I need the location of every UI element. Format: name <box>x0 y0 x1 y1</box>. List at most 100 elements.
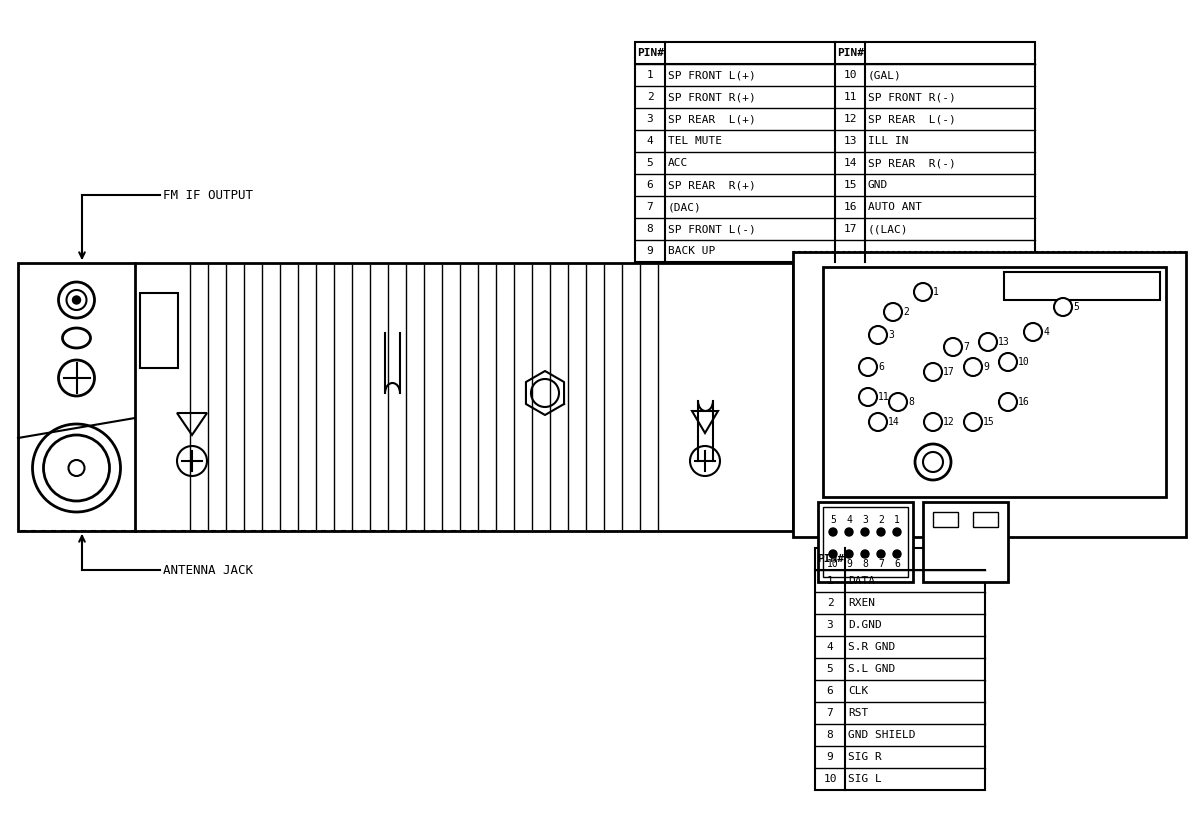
Text: 12: 12 <box>943 417 955 427</box>
Text: 11: 11 <box>844 92 857 102</box>
Text: 6: 6 <box>827 686 833 696</box>
Text: SIG R: SIG R <box>848 752 882 762</box>
Circle shape <box>964 413 982 431</box>
Text: 6: 6 <box>878 362 884 372</box>
Text: 15: 15 <box>844 180 857 190</box>
Text: 15: 15 <box>983 417 995 427</box>
Text: ACC: ACC <box>668 158 689 168</box>
Text: SP FRONT R(+): SP FRONT R(+) <box>668 92 756 102</box>
Text: 2: 2 <box>878 515 884 525</box>
Bar <box>923 502 1008 582</box>
Text: 11: 11 <box>878 392 889 402</box>
Circle shape <box>66 290 86 310</box>
Circle shape <box>829 528 838 536</box>
Circle shape <box>1024 323 1042 341</box>
Bar <box>818 502 913 582</box>
Text: GND: GND <box>868 180 888 190</box>
Circle shape <box>884 303 902 321</box>
Circle shape <box>68 460 84 476</box>
Bar <box>18 263 793 531</box>
Circle shape <box>877 550 886 558</box>
Text: 5: 5 <box>830 515 836 525</box>
Circle shape <box>914 283 932 301</box>
Circle shape <box>43 435 109 501</box>
Text: 1: 1 <box>894 515 900 525</box>
Bar <box>934 512 958 527</box>
Text: 8: 8 <box>647 224 653 234</box>
Text: 13: 13 <box>844 136 857 146</box>
Bar <box>815 548 985 790</box>
Circle shape <box>964 358 982 376</box>
Text: 7: 7 <box>647 202 653 212</box>
Circle shape <box>829 550 838 558</box>
Circle shape <box>979 333 997 351</box>
Circle shape <box>893 528 901 536</box>
Text: 17: 17 <box>844 224 857 234</box>
Text: 7: 7 <box>827 708 833 718</box>
Text: 2: 2 <box>904 307 908 317</box>
Text: 10: 10 <box>844 70 857 80</box>
Text: SIG L: SIG L <box>848 774 882 784</box>
Circle shape <box>72 296 80 304</box>
Text: 14: 14 <box>888 417 900 427</box>
Text: 12: 12 <box>844 114 857 124</box>
Circle shape <box>923 452 943 472</box>
Text: 8: 8 <box>827 730 833 740</box>
Text: 13: 13 <box>998 337 1009 347</box>
Text: 6: 6 <box>647 180 653 190</box>
Text: 7: 7 <box>964 342 968 352</box>
Text: 9: 9 <box>846 559 852 569</box>
Text: 3: 3 <box>647 114 653 124</box>
Text: D.GND: D.GND <box>848 620 882 630</box>
Bar <box>823 267 1166 497</box>
Text: 1: 1 <box>934 287 938 297</box>
Text: 17: 17 <box>943 367 955 377</box>
Text: 10: 10 <box>827 559 839 569</box>
Text: SP REAR  L(+): SP REAR L(+) <box>668 114 756 124</box>
Text: 10: 10 <box>823 774 836 784</box>
Text: SP REAR  R(-): SP REAR R(-) <box>868 158 955 168</box>
Circle shape <box>859 388 877 406</box>
Circle shape <box>924 363 942 381</box>
Polygon shape <box>178 413 208 435</box>
Text: ILL IN: ILL IN <box>868 136 908 146</box>
Text: 6: 6 <box>894 559 900 569</box>
Bar <box>973 512 998 527</box>
Text: 3: 3 <box>888 330 894 340</box>
Text: ((LAC): ((LAC) <box>868 224 908 234</box>
Text: DATA: DATA <box>848 576 875 586</box>
Text: 7: 7 <box>878 559 884 569</box>
Text: 2: 2 <box>827 598 833 608</box>
Text: 5: 5 <box>1073 302 1079 312</box>
Circle shape <box>530 379 559 407</box>
Circle shape <box>59 360 95 396</box>
Circle shape <box>845 550 853 558</box>
Bar <box>140 293 178 368</box>
Text: 9: 9 <box>983 362 989 372</box>
Circle shape <box>944 338 962 356</box>
Bar <box>793 252 1186 537</box>
Ellipse shape <box>62 328 90 348</box>
Text: 3: 3 <box>862 515 868 525</box>
Circle shape <box>893 550 901 558</box>
Text: 1: 1 <box>827 576 833 586</box>
Text: 8: 8 <box>908 397 914 407</box>
Text: 16: 16 <box>1018 397 1030 407</box>
Text: SP FRONT L(+): SP FRONT L(+) <box>668 70 756 80</box>
Circle shape <box>862 550 869 558</box>
Circle shape <box>924 413 942 431</box>
Text: (DAC): (DAC) <box>668 202 702 212</box>
Text: SP REAR  L(-): SP REAR L(-) <box>868 114 955 124</box>
Circle shape <box>59 282 95 318</box>
Text: SP FRONT L(-): SP FRONT L(-) <box>668 224 756 234</box>
Circle shape <box>998 393 1018 411</box>
Circle shape <box>845 528 853 536</box>
Circle shape <box>862 528 869 536</box>
Text: CLK: CLK <box>848 686 869 696</box>
Circle shape <box>877 528 886 536</box>
Text: 5: 5 <box>827 664 833 674</box>
Text: 14: 14 <box>844 158 857 168</box>
Text: 4: 4 <box>827 642 833 652</box>
Text: GND SHIELD: GND SHIELD <box>848 730 916 740</box>
Circle shape <box>32 424 120 512</box>
